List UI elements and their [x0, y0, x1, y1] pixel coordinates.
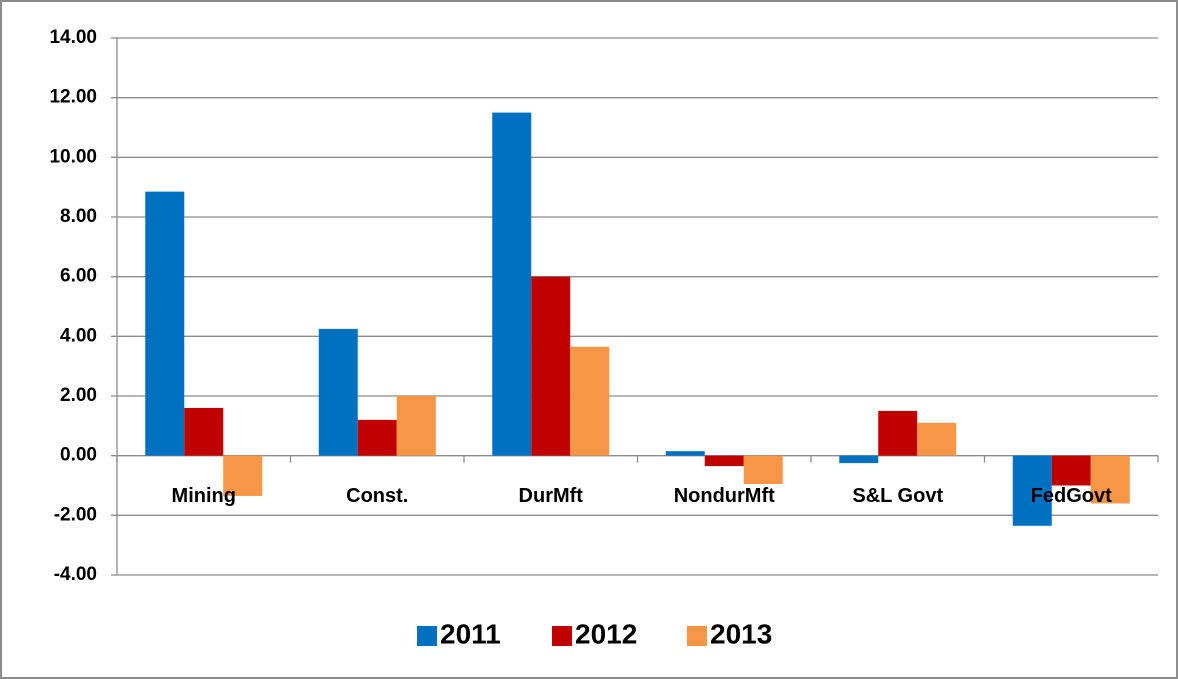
bar	[665, 451, 705, 456]
y-tick-label: 6.00	[60, 266, 97, 287]
y-tick-label: -4.00	[54, 564, 97, 585]
bar	[145, 191, 185, 456]
bar	[1012, 455, 1052, 526]
y-tick-label: -2.00	[54, 504, 97, 525]
legend-swatch	[687, 626, 707, 646]
bar	[743, 455, 783, 485]
bar	[704, 455, 744, 467]
bar	[1051, 455, 1091, 486]
bar	[917, 422, 957, 456]
y-tick-label: 2.00	[60, 385, 97, 406]
y-tick-label: 8.00	[60, 206, 97, 227]
bar	[492, 112, 532, 456]
legend-label: 2013	[710, 618, 772, 649]
y-tick-label: 0.00	[60, 445, 97, 466]
legend-swatch	[417, 626, 437, 646]
bar	[357, 419, 397, 456]
bar	[318, 328, 358, 456]
legend-label: 2012	[575, 618, 637, 649]
bar	[1090, 455, 1130, 504]
y-tick-label: 4.00	[60, 325, 97, 346]
legend-swatch	[552, 626, 572, 646]
x-tick-label: DurMft	[519, 485, 584, 507]
x-tick-label: Const.	[346, 485, 408, 507]
legend-label: 2011	[440, 618, 501, 649]
bar	[223, 455, 263, 496]
y-tick-label: 12.00	[49, 87, 97, 108]
x-tick-label: FedGovt	[1031, 485, 1112, 507]
bar	[878, 410, 918, 456]
y-tick-label: 14.00	[49, 27, 97, 48]
bar	[396, 396, 436, 456]
x-tick-label: NondurMft	[674, 485, 775, 507]
bar	[570, 346, 610, 456]
bar	[184, 407, 224, 456]
x-tick-label: Mining	[172, 485, 236, 507]
x-tick-label: S&L Govt	[852, 485, 943, 507]
y-tick-label: 10.00	[49, 146, 97, 167]
bar	[531, 276, 571, 456]
bar	[839, 455, 879, 464]
